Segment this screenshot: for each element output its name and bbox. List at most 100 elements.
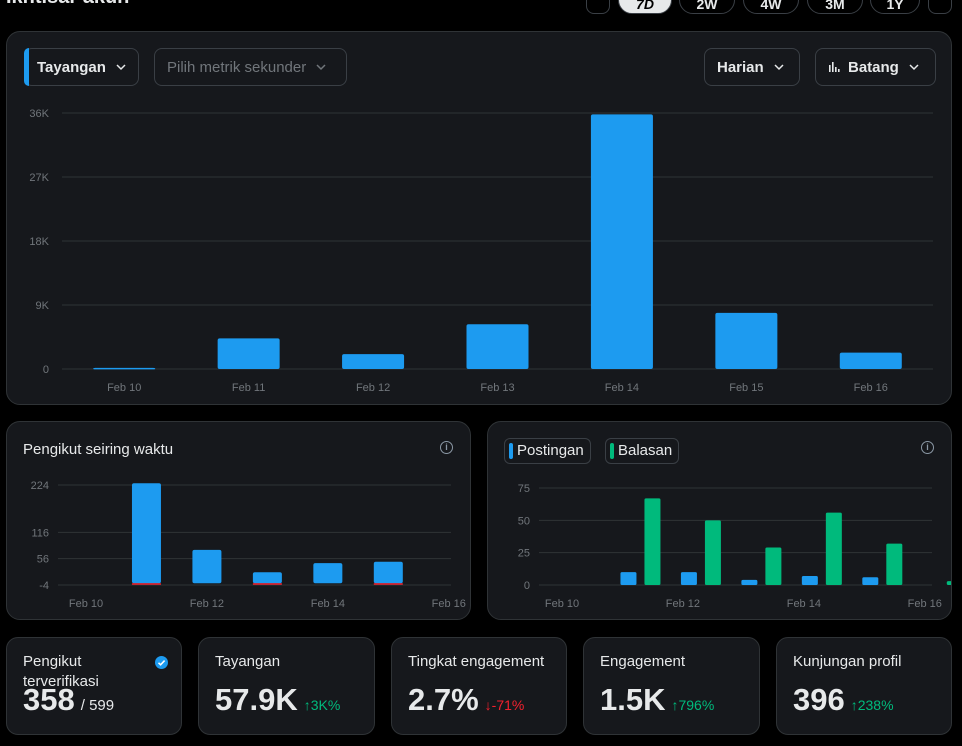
posts-bar [741, 579, 758, 585]
loss-bar [131, 583, 161, 585]
range-3m-button[interactable]: 3M [807, 0, 863, 14]
x-tick-label: Feb 14 [311, 598, 345, 610]
legend-posts-swatch [509, 443, 513, 459]
posts-replies-card: Postingan Balasan i 0 25 50 75 Feb 10 Feb 12 F… [487, 421, 952, 620]
replies-bar [946, 581, 951, 585]
replies-bar [825, 512, 842, 585]
posts-bar [620, 572, 637, 585]
gain-bar [313, 563, 343, 584]
stat-value: 396 ↑238% [793, 682, 894, 717]
export-icon[interactable] [928, 0, 952, 14]
bar-feb-14 [590, 114, 653, 369]
range-7d-button[interactable]: 7D [618, 0, 672, 14]
y-tick-label: 36K [29, 108, 49, 120]
followers-card-title: Pengikut seiring waktu [23, 441, 174, 458]
info-icon[interactable]: i [921, 441, 934, 454]
chart-type-dropdown[interactable]: Batang [815, 48, 936, 86]
y-tick-label: 50 [518, 515, 530, 527]
stat-delta: ↑3K% [303, 697, 341, 713]
stat-label: Tayangan [215, 653, 281, 670]
legend-replies-swatch [610, 443, 614, 459]
replies-bar [765, 547, 782, 585]
x-tick-label: Feb 10 [69, 598, 103, 610]
range-4w-button[interactable]: 4W [743, 0, 799, 14]
range-2w-button[interactable]: 2W [679, 0, 735, 14]
stat-label: Pengikut terverifikasi [23, 653, 99, 690]
bar-feb-13 [466, 324, 529, 369]
followers-card: Pengikut seiring waktu i -4 56 116 224 Feb 1… [6, 421, 471, 620]
legend-replies[interactable]: Balasan [605, 438, 680, 464]
x-tick-label: Feb 14 [605, 382, 639, 394]
bar-feb-15 [715, 312, 778, 369]
stat-delta: ↓-71% [484, 697, 525, 713]
replies-bar [644, 498, 661, 585]
posts-bar [680, 572, 697, 585]
y-tick-label: 25 [518, 548, 530, 560]
stat-delta: ↑238% [850, 697, 894, 713]
x-tick-label: Feb 12 [356, 382, 390, 394]
stat-value: 57.9K ↑3K% [215, 682, 341, 717]
chart-type-label: Batang [848, 58, 899, 76]
stat-value: 2.7% ↓-71% [408, 682, 525, 717]
y-tick-label: 9K [36, 300, 50, 312]
stat-label: Tingkat engagement [408, 653, 545, 670]
posts-replies-bar-chart: 0 25 50 75 Feb 10 Feb 12 Feb 14 Feb 16 [518, 483, 951, 610]
x-tick-label: Feb 12 [190, 598, 224, 610]
chevron-down-icon [116, 64, 126, 71]
x-tick-label: Feb 13 [480, 382, 514, 394]
y-tick-label: 75 [518, 483, 530, 495]
bar-feb-12 [342, 354, 405, 369]
stat-value: 358/ 599 [23, 682, 115, 717]
stat-label: Engagement [600, 653, 686, 670]
legend-posts-label: Postingan [517, 442, 584, 459]
stat-card-views: Tayangan 57.9K ↑3K% [198, 637, 375, 735]
views-bar-chart: 0 9K 18K 27K 36K Feb 10 Feb 11 Feb 12 Feb 13 Feb … [29, 108, 933, 394]
posts-bar [862, 577, 879, 585]
gain-bar [192, 549, 222, 584]
posts-bar [801, 575, 818, 585]
stat-delta: ↑796% [671, 697, 715, 713]
chevron-down-icon [316, 64, 326, 71]
verified-badge-icon [155, 656, 168, 669]
legend-replies-label: Balasan [618, 442, 673, 459]
x-tick-label: Feb 11 [232, 382, 265, 394]
stat-card-engagement: Engagement 1.5K ↑796% [583, 637, 760, 735]
interval-dropdown[interactable]: Harian [704, 48, 800, 86]
top-bar: Ikhtisar akun 7D 2W 4W 3M 1Y [0, 0, 962, 22]
stat-value: 1.5K ↑796% [600, 682, 715, 717]
followers-bar-chart: -4 56 116 224 Feb 10 Feb 12 Feb 14 Feb 16 [31, 480, 466, 610]
calendar-icon[interactable] [586, 0, 610, 14]
stat-label: Kunjungan profil [793, 653, 902, 670]
info-icon[interactable]: i [440, 441, 453, 454]
page-title: Ikhtisar akun [6, 0, 129, 9]
primary-metric-dropdown[interactable]: Tayangan [24, 48, 139, 86]
y-tick-label: 18K [29, 236, 49, 248]
gain-bar [131, 483, 161, 584]
interval-label: Harian [717, 58, 764, 76]
loss-bar [373, 583, 403, 585]
bar-feb-11 [217, 338, 280, 369]
stat-total: / 599 [80, 697, 115, 714]
x-tick-label: Feb 12 [666, 598, 700, 610]
secondary-metric-dropdown[interactable]: Pilih metrik sekunder [154, 48, 347, 86]
y-tick-label: 224 [31, 480, 49, 492]
x-tick-label: Feb 10 [107, 382, 141, 394]
secondary-metric-placeholder: Pilih metrik sekunder [167, 58, 307, 76]
y-tick-label: 27K [29, 172, 49, 184]
metric-color-accent [24, 48, 29, 86]
range-1y-button[interactable]: 1Y [870, 0, 920, 14]
y-tick-label: 56 [37, 554, 49, 566]
gain-bar [373, 561, 403, 584]
x-tick-label: Feb 16 [432, 598, 466, 610]
primary-metric-label: Tayangan [37, 58, 106, 76]
y-tick-label: 0 [43, 364, 49, 376]
y-tick-label: 116 [31, 527, 49, 539]
bar-feb-16 [839, 352, 902, 369]
legend-posts[interactable]: Postingan [504, 438, 591, 464]
x-tick-label: Feb 16 [908, 598, 942, 610]
x-tick-label: Feb 14 [787, 598, 821, 610]
stat-card-engagement-rate: Tingkat engagement 2.7% ↓-71% [391, 637, 567, 735]
stat-card-profile-visits: Kunjungan profil 396 ↑238% [776, 637, 952, 735]
chevron-down-icon [774, 64, 784, 71]
replies-bar [886, 543, 903, 585]
